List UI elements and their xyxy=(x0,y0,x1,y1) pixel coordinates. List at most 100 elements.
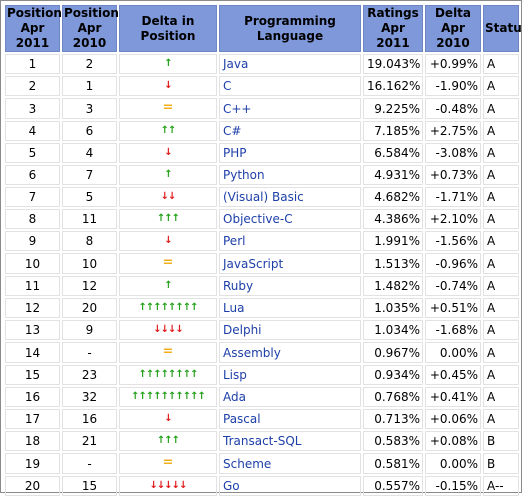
cell-rating: 19.043% xyxy=(363,54,423,74)
table-row: 9 8 ↓ Perl 1.991% -1.56% A xyxy=(5,231,519,251)
table-row: 8 11 ↑↑↑ Objective-C 4.386% +2.10% A xyxy=(5,209,519,229)
cell-position-2011: 12 xyxy=(5,298,60,318)
header-language: Programming Language xyxy=(219,5,361,52)
cell-delta-position: ↓ xyxy=(119,143,217,163)
cell-language: Java xyxy=(219,54,361,74)
table-row: 2 1 ↓ C 16.162% -1.90% A xyxy=(5,76,519,96)
cell-position-2011: 20 xyxy=(5,476,60,496)
cell-delta-position: ↑ xyxy=(119,54,217,74)
cell-status: A xyxy=(483,121,519,141)
yellow-equal-icon: = xyxy=(162,100,174,115)
cell-position-2010: 11 xyxy=(62,209,117,229)
cell-rating: 7.185% xyxy=(363,121,423,141)
cell-delta-position: ↑↑↑↑↑↑↑↑↑↑ xyxy=(119,387,217,407)
cell-position-2010: 2 xyxy=(62,54,117,74)
cell-status: A xyxy=(483,276,519,296)
table-body: 1 2 ↑ Java 19.043% +0.99% A 2 1 ↓ C 16.162% -1.90% A 3… xyxy=(5,54,519,496)
cell-delta-position: = xyxy=(119,342,217,363)
cell-language: C xyxy=(219,76,361,96)
header-ratings-line2: Apr 2011 xyxy=(376,21,410,50)
cell-delta: +0.08% xyxy=(425,431,481,451)
cell-delta: +0.99% xyxy=(425,54,481,74)
cell-rating: 0.934% xyxy=(363,365,423,385)
cell-rating: 6.584% xyxy=(363,143,423,163)
cell-position-2010: 23 xyxy=(62,365,117,385)
cell-delta: +2.10% xyxy=(425,209,481,229)
table-row: 20 15 ↓↓↓↓↓ Go 0.557% -0.15% A-- xyxy=(5,476,519,496)
cell-delta: -1.56% xyxy=(425,231,481,251)
table-row: 1 2 ↑ Java 19.043% +0.99% A xyxy=(5,54,519,74)
cell-delta-position: ↓↓ xyxy=(119,187,217,207)
cell-position-2010: 20 xyxy=(62,298,117,318)
cell-status: A xyxy=(483,320,519,340)
header-status: Status xyxy=(483,5,522,52)
table-row: 16 32 ↑↑↑↑↑↑↑↑↑↑ Ada 0.768% +0.41% A xyxy=(5,387,519,407)
cell-position-2011: 1 xyxy=(5,54,60,74)
cell-status: A xyxy=(483,54,519,74)
header-delta: Delta Apr 2010 xyxy=(425,5,481,52)
cell-status: A xyxy=(483,143,519,163)
cell-rating: 1.513% xyxy=(363,253,423,274)
cell-position-2010: 5 xyxy=(62,187,117,207)
header-position-2010-line1: Position xyxy=(64,6,119,20)
cell-delta-position: ↑↑↑ xyxy=(119,209,217,229)
cell-rating: 4.682% xyxy=(363,187,423,207)
green-up-arrow-icon: ↑ xyxy=(164,169,172,180)
cell-delta: +2.75% xyxy=(425,121,481,141)
header-position-2010-line2: Apr 2010 xyxy=(72,21,107,50)
cell-status: B xyxy=(483,453,519,474)
cell-delta: +0.51% xyxy=(425,298,481,318)
cell-language: Objective-C xyxy=(219,209,361,229)
cell-language: Scheme xyxy=(219,453,361,474)
cell-language: Go xyxy=(219,476,361,496)
table-row: 11 12 ↑ Ruby 1.482% -0.74% A xyxy=(5,276,519,296)
cell-delta: -0.15% xyxy=(425,476,481,496)
cell-position-2011: 11 xyxy=(5,276,60,296)
cell-position-2011: 10 xyxy=(5,253,60,274)
table-row: 3 3 = C++ 9.225% -0.48% A xyxy=(5,98,519,119)
cell-delta: -3.08% xyxy=(425,143,481,163)
cell-position-2011: 9 xyxy=(5,231,60,251)
cell-position-2010: 16 xyxy=(62,409,117,429)
ranking-table: Position Apr 2011 Position Apr 2010 Delta … xyxy=(3,3,522,498)
cell-language: (Visual) Basic xyxy=(219,187,361,207)
cell-delta-position: ↑↑↑↑↑↑↑↑ xyxy=(119,298,217,318)
red-down-arrow-icon: ↓↓↓↓↓ xyxy=(149,480,188,491)
cell-rating: 1.035% xyxy=(363,298,423,318)
cell-language: Python xyxy=(219,165,361,185)
cell-position-2010: - xyxy=(62,453,117,474)
table-row: 15 23 ↑↑↑↑↑↑↑↑ Lisp 0.934% +0.45% A xyxy=(5,365,519,385)
cell-rating: 9.225% xyxy=(363,98,423,119)
table-row: 5 4 ↓ PHP 6.584% -3.08% A xyxy=(5,143,519,163)
cell-language: Pascal xyxy=(219,409,361,429)
cell-status: A xyxy=(483,298,519,318)
cell-language: PHP xyxy=(219,143,361,163)
header-delta-line2: Apr 2010 xyxy=(436,21,470,50)
header-ratings: Ratings Apr 2011 xyxy=(363,5,423,52)
cell-position-2011: 8 xyxy=(5,209,60,229)
red-down-arrow-icon: ↓ xyxy=(164,80,172,91)
red-down-arrow-icon: ↓ xyxy=(164,147,172,158)
cell-rating: 1.034% xyxy=(363,320,423,340)
cell-delta-position: ↑↑↑↑↑↑↑↑ xyxy=(119,365,217,385)
cell-position-2010: 12 xyxy=(62,276,117,296)
cell-position-2011: 14 xyxy=(5,342,60,363)
table-row: 7 5 ↓↓ (Visual) Basic 4.682% -1.71% A xyxy=(5,187,519,207)
table-header-row: Position Apr 2011 Position Apr 2010 Delta … xyxy=(5,5,522,52)
cell-delta: +0.41% xyxy=(425,387,481,407)
cell-rating: 0.557% xyxy=(363,476,423,496)
cell-position-2010: 10 xyxy=(62,253,117,274)
table-row: 13 9 ↓↓↓↓ Delphi 1.034% -1.68% A xyxy=(5,320,519,340)
header-position-2011-line2: Apr 2011 xyxy=(15,21,50,50)
green-up-arrow-icon: ↑ xyxy=(164,58,172,69)
cell-rating: 0.581% xyxy=(363,453,423,474)
cell-status: A xyxy=(483,342,519,363)
cell-language: Ada xyxy=(219,387,361,407)
cell-language: Delphi xyxy=(219,320,361,340)
cell-delta: +0.73% xyxy=(425,165,481,185)
cell-position-2011: 19 xyxy=(5,453,60,474)
cell-status: B xyxy=(483,431,519,451)
header-position-2010: Position Apr 2010 xyxy=(62,5,119,52)
cell-delta-position: ↑↑ xyxy=(119,121,217,141)
cell-delta-position: ↑ xyxy=(119,165,217,185)
